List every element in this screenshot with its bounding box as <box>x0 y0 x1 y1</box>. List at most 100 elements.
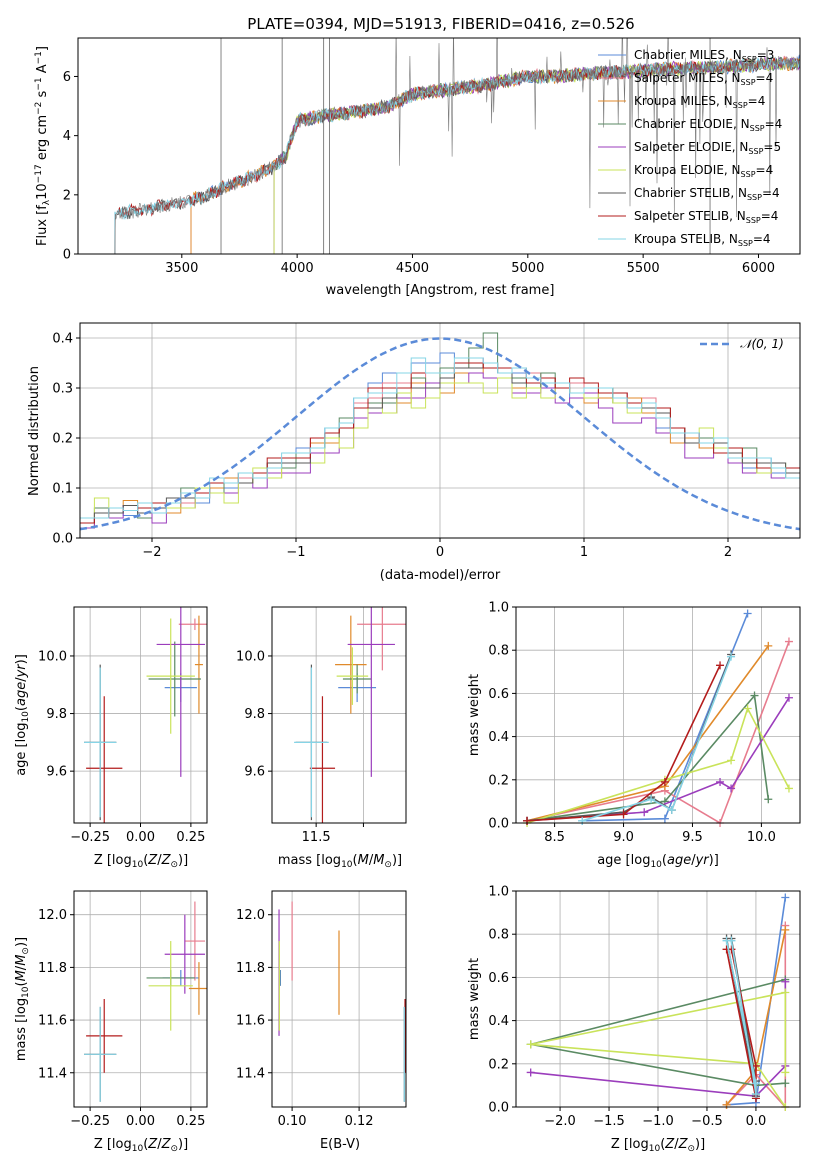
point-marker <box>781 977 790 986</box>
y-tick-label: 11.8 <box>38 961 67 976</box>
mass-weight-vs-age-panel: 8.5 9.0 9.5 10.0 0.0 0.2 0.4 0.6 0.8 1.0 age [log… <box>467 601 801 870</box>
y-tick-label: 1.0 <box>488 885 509 900</box>
point-marker <box>660 777 669 786</box>
x-tick-label: 4500 <box>396 261 429 276</box>
point-marker <box>619 810 628 819</box>
point-marker <box>727 936 736 945</box>
y-tick-label: 0.8 <box>488 644 509 659</box>
age-vs-mass-panel: 11.5 9.6 9.8 10.0 mass [log10(M/M⊙)] <box>236 606 407 870</box>
histograms <box>80 332 800 531</box>
y-tick-label: 1.0 <box>488 601 509 616</box>
legend-label: Chabrier MILES, NSSP=3 <box>634 48 774 64</box>
error-bars <box>84 901 207 1102</box>
point-marker <box>667 806 676 815</box>
point-marker <box>750 691 759 700</box>
axes-frame <box>271 890 407 1108</box>
x-tick-label: −0.5 <box>691 1114 723 1129</box>
mass-weight-vs-metallicity-panel: −2.0 −1.5 −1.0 −0.5 0.0 0.0 0.2 0.4 0.6 0.8 1.0 Z … <box>467 885 801 1154</box>
y-tick-label: 11.8 <box>236 961 265 976</box>
x-tick-label: −2 <box>142 545 161 560</box>
y-tick-label: 9.6 <box>46 765 67 780</box>
weight-lines <box>523 609 793 827</box>
error-bars <box>294 607 406 823</box>
chart-title: PLATE=0394, MJD=51913, FIBERID=0416, z=0… <box>247 15 634 33</box>
x-tick-label: −1.0 <box>642 1114 674 1129</box>
y-tick-label: 0.4 <box>488 1014 509 1029</box>
point-marker <box>784 693 793 702</box>
y-tick-label: 0.1 <box>52 482 73 497</box>
error-bars <box>278 901 406 1102</box>
x-tick-label: 5500 <box>627 261 660 276</box>
legend-label: Salpeter ELODIE, NSSP=5 <box>634 140 781 156</box>
point-marker <box>751 1061 760 1070</box>
legend-label: Chabrier ELODIE, NSSP=4 <box>634 117 782 133</box>
x-tick-label: −0.25 <box>70 1114 110 1129</box>
point-marker <box>526 1040 535 1049</box>
legend-label: Salpeter MILES, NSSP=4 <box>634 71 773 87</box>
point-marker <box>578 816 587 825</box>
axes-frame <box>271 606 407 824</box>
legend-label: Chabrier STELIB, NSSP=4 <box>634 186 780 202</box>
y-tick-label: 6 <box>63 70 71 85</box>
y-tick-label: 2 <box>63 188 71 203</box>
point-marker <box>660 814 669 823</box>
y-tick-label: 0 <box>63 248 71 263</box>
x-tick-label: 4000 <box>281 261 314 276</box>
y-axis-label: mass [log10(M/M⊙)] <box>14 937 31 1061</box>
point-marker <box>781 1079 790 1088</box>
point-marker <box>781 988 790 997</box>
y-tick-label: 12.0 <box>38 908 67 923</box>
y-tick-label: 9.8 <box>46 707 67 722</box>
spectrum-axes-frame <box>77 37 801 255</box>
y-axis-label: mass weight <box>467 958 482 1040</box>
series-line <box>526 693 770 822</box>
spectrum-legend: Chabrier MILES, NSSP=3 Salpeter MILES, NS… <box>598 48 782 248</box>
observed-spectrum <box>114 38 800 254</box>
x-tick-label: 0.0 <box>746 1114 767 1129</box>
series-line <box>581 656 732 822</box>
y-axis-label: age [log10(age/yr)] <box>14 654 31 776</box>
y-tick-label: 0.4 <box>52 332 73 347</box>
point-marker <box>716 777 725 786</box>
y-tick-label: 9.6 <box>244 765 265 780</box>
legend-label: Salpeter STELIB, NSSP=4 <box>634 209 778 225</box>
point-marker <box>784 784 793 793</box>
point-marker <box>727 652 736 661</box>
y-tick-label: 0.2 <box>488 1057 509 1072</box>
y-tick-label: 10.0 <box>236 649 265 664</box>
point-marker <box>526 1068 535 1077</box>
x-axis-label: mass [log10(M/M⊙)] <box>278 853 402 870</box>
x-tick-label: −2.0 <box>544 1114 576 1129</box>
x-tick-label: 0.10 <box>278 1114 307 1129</box>
spectrum-lines <box>114 38 800 254</box>
y-tick-label: 0.6 <box>488 971 509 986</box>
point-marker <box>716 661 725 670</box>
x-axis-label: E(B-V) <box>320 1137 360 1152</box>
normal-reference-curve <box>80 337 800 531</box>
error-bars <box>84 607 207 823</box>
point-marker <box>781 1068 790 1077</box>
y-tick-label: 12.0 <box>236 908 265 923</box>
x-axis-label: age [log10(age/yr)] <box>597 853 719 870</box>
x-tick-label: 10.0 <box>747 830 776 845</box>
y-axis-label: Flux [fλ10−17 erg cm−2 s−1 A−1] <box>34 46 52 246</box>
point-marker <box>640 808 649 817</box>
x-tick-label: 5000 <box>511 261 544 276</box>
x-tick-label: 9.0 <box>613 830 634 845</box>
series-line <box>725 940 757 1095</box>
x-axis-label: Z [log10(Z/Z⊙)] <box>611 1137 705 1154</box>
point-marker <box>764 641 773 650</box>
spectrum-panel: PLATE=0394, MJD=51913, FIBERID=0416, z=0… <box>34 15 801 298</box>
y-axis-label: Normed distribution <box>27 366 42 496</box>
x-axis-label: Z [log10(Z/Z⊙)] <box>94 1137 188 1154</box>
y-tick-label: 0.3 <box>52 382 73 397</box>
normal-legend-label: 𝒩(0, 1) <box>740 337 784 351</box>
y-tick-label: 0.4 <box>488 730 509 745</box>
x-tick-label: 11.5 <box>302 830 331 845</box>
y-tick-label: 4 <box>63 129 71 144</box>
y-tick-label: 0.0 <box>488 1101 509 1116</box>
x-tick-label: 0.00 <box>126 830 155 845</box>
x-tick-label: 1 <box>580 545 588 560</box>
y-tick-label: 11.6 <box>38 1014 67 1029</box>
x-tick-label: 2 <box>724 545 732 560</box>
